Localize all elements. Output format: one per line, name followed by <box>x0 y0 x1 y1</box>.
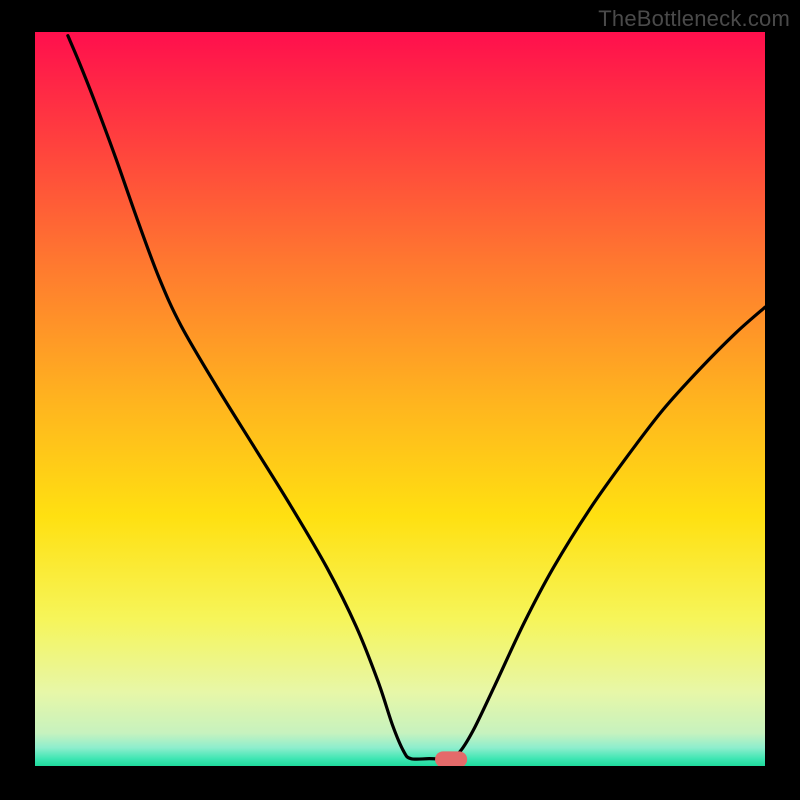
optimal-marker <box>435 751 467 766</box>
chart-stage: TheBottleneck.com <box>0 0 800 800</box>
gradient-background <box>35 32 765 766</box>
watermark-text: TheBottleneck.com <box>598 6 790 32</box>
bottleneck-chart-svg <box>35 32 765 766</box>
plot-area <box>35 32 765 766</box>
